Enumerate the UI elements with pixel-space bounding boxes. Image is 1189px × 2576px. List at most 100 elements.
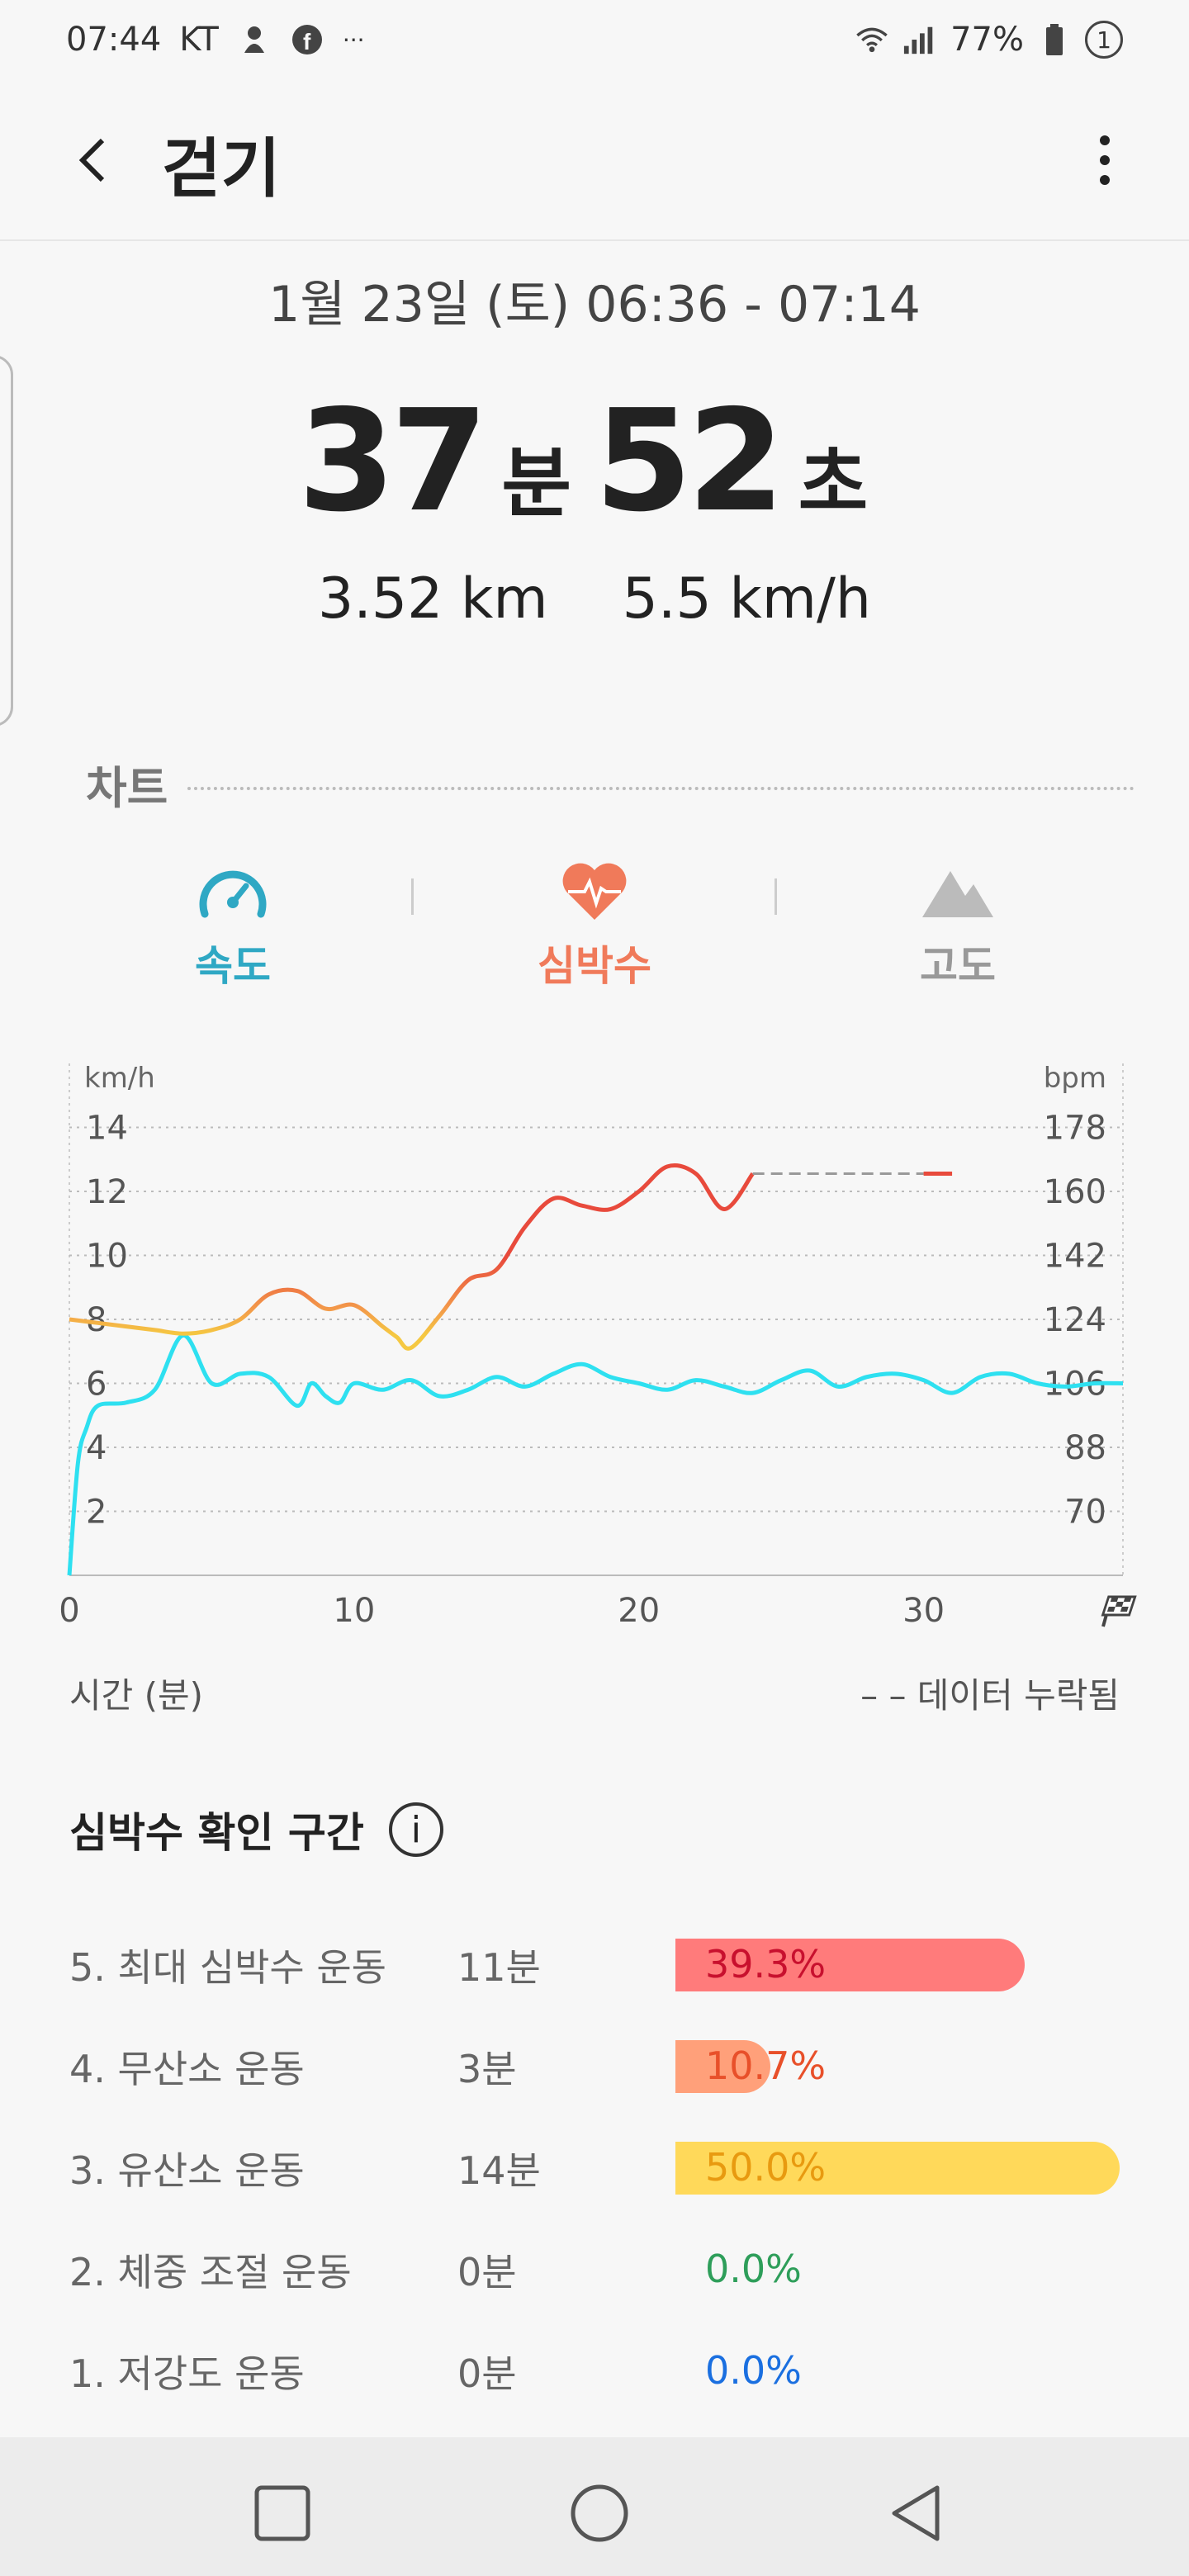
status-ellipsis: ···: [342, 26, 365, 54]
recents-icon[interactable]: [249, 2480, 315, 2546]
tab-separator: [775, 878, 777, 915]
y-left-tick: 6: [86, 1366, 107, 1404]
right-axis-label: bpm: [1044, 1062, 1106, 1095]
tab-speed[interactable]: 속도: [126, 859, 340, 992]
hr-zones-header: 심박수 확인 구간 i: [69, 1800, 443, 1859]
more-vert-icon[interactable]: [1080, 127, 1130, 193]
tab-heart-rate-label: 심박수: [538, 942, 651, 990]
y-left-tick: 12: [86, 1173, 128, 1211]
duration-minutes-unit: 분: [501, 439, 571, 528]
tab-heart-rate[interactable]: 심박수: [487, 859, 702, 992]
hr-zone-bar-track: 0.0%: [675, 2345, 1120, 2398]
duration-seconds-unit: 초: [798, 439, 869, 528]
svg-text:f: f: [303, 29, 311, 54]
status-time: 07:44: [66, 21, 162, 59]
hr-zone-time: 0분: [457, 2250, 517, 2294]
x-tick: 0: [59, 1592, 79, 1630]
y-left-tick: 14: [86, 1110, 128, 1148]
speed-series-line: [67, 1333, 1124, 1576]
distance-value: 3.52 km: [317, 566, 548, 632]
dotted-divider: [187, 786, 1135, 790]
back-chevron-icon[interactable]: [59, 127, 126, 193]
notification-count: 1: [1097, 26, 1111, 54]
signal-icon: [902, 22, 937, 57]
hr-zone-time: 0분: [457, 2351, 517, 2396]
hr-zone-row: 2. 체중 조절 운동 0분 0.0%: [69, 2237, 1135, 2303]
y-right-tick: 88: [1064, 1429, 1106, 1467]
mascot-icon: [237, 22, 272, 57]
app-bar: 걷기: [0, 79, 1189, 241]
workout-duration: 37 분 52 초: [0, 380, 1189, 543]
left-axis-label: km/h: [84, 1062, 155, 1095]
home-icon[interactable]: [566, 2480, 632, 2546]
hr-zone-percent: 39.3%: [705, 1942, 827, 1986]
missing-data-legend: – – 데이터 누락됨: [860, 1675, 1120, 1716]
y-left-tick: 10: [86, 1238, 128, 1276]
tab-altitude-label: 고도: [920, 942, 996, 990]
tab-separator: [411, 878, 414, 915]
y-right-tick: 142: [1044, 1238, 1106, 1276]
hr-zone-name: 5. 최대 심박수 운동: [69, 1945, 386, 1990]
hr-zone-time: 11분: [457, 1945, 541, 1990]
hr-zone-bar: [675, 1939, 1025, 1991]
hr-zone-row: 5. 최대 심박수 운동 11분 39.3%: [69, 1932, 1135, 1998]
tab-altitude[interactable]: 고도: [850, 859, 1065, 992]
hr-zone-bar: [675, 2040, 771, 2093]
hr-zone-percent: 0.0%: [705, 2348, 802, 2393]
workout-stats: 3.52 km 5.5 km/h: [0, 566, 1189, 632]
hr-zone-row: 4. 무산소 운동 3분 10.7%: [69, 2034, 1135, 2100]
navigation-bar: [0, 2437, 1189, 2576]
hr-zone-row: 3. 유산소 운동 14분 50.0%: [69, 2135, 1135, 2201]
heart-rate-icon: [487, 859, 702, 925]
hr-zone-name: 3. 유산소 운동: [69, 2148, 305, 2193]
chart-footer: 시간 (분) – – 데이터 누락됨: [69, 1668, 1120, 1718]
x-tick: 10: [333, 1592, 375, 1630]
wifi-icon: [855, 22, 889, 57]
notification-count-icon: 1: [1085, 21, 1123, 59]
chart-section-header: 차트: [86, 751, 1135, 817]
hr-zone-row: 1. 저강도 운동 0분 0.0%: [69, 2338, 1135, 2404]
tab-speed-label: 속도: [195, 942, 271, 990]
y-right-tick: 124: [1044, 1301, 1106, 1339]
workout-date-range: 1월 23일 (토) 06:36 - 07:14: [268, 276, 921, 334]
chart-tabs: 속도 심박수 고도: [0, 859, 1189, 991]
speed-value: 5.5 km/h: [622, 566, 872, 632]
status-carrier: KT: [179, 21, 219, 59]
facebook-icon: f: [290, 22, 324, 57]
duration-minutes: 37: [297, 380, 489, 543]
hr-zone-percent: 10.7%: [705, 2043, 827, 2088]
battery-icon: [1037, 22, 1072, 57]
checkered-flag-icon: [1101, 1595, 1137, 1627]
hr-zone-bar-track: 50.0%: [675, 2142, 1120, 2195]
page-title: 걷기: [162, 132, 281, 206]
duration-seconds: 52: [594, 380, 785, 543]
y-left-tick: 2: [86, 1494, 107, 1532]
hr-zone-name: 1. 저강도 운동: [69, 2351, 305, 2396]
chart-section-label: 차트: [86, 762, 168, 814]
hr-zone-percent: 50.0%: [705, 2145, 827, 2190]
hr-zone-name: 2. 체중 조절 운동: [69, 2250, 352, 2294]
x-tick: 20: [618, 1592, 660, 1630]
info-icon[interactable]: i: [388, 1802, 443, 1857]
hr-zone-name: 4. 무산소 운동: [69, 2047, 305, 2091]
status-bar: 07:44 KT f ··· 77% 1: [0, 0, 1189, 79]
mountain-icon: [850, 859, 1065, 925]
hr-zone-time: 3분: [457, 2047, 517, 2091]
x-tick: 30: [902, 1592, 945, 1630]
y-right-tick: 160: [1044, 1173, 1106, 1211]
hr-zone-bar: [675, 2142, 1120, 2195]
hr-zone-bar-track: 39.3%: [675, 1939, 1120, 1991]
back-icon[interactable]: [883, 2480, 950, 2546]
x-axis-title: 시간 (분): [69, 1675, 204, 1716]
hr-zones-title: 심박수 확인 구간: [69, 1809, 364, 1857]
hr-zone-percent: 0.0%: [705, 2247, 802, 2291]
speedometer-icon: [126, 859, 340, 925]
y-left-tick: 4: [86, 1429, 107, 1467]
hr-zone-time: 14분: [457, 2148, 541, 2193]
hr-zone-bar-track: 0.0%: [675, 2243, 1120, 2296]
y-right-tick: 178: [1044, 1110, 1106, 1148]
heart-rate-series-line: [69, 1163, 755, 1351]
y-right-tick: 70: [1064, 1494, 1106, 1532]
hr-zone-bar-track: 10.7%: [675, 2040, 1120, 2093]
